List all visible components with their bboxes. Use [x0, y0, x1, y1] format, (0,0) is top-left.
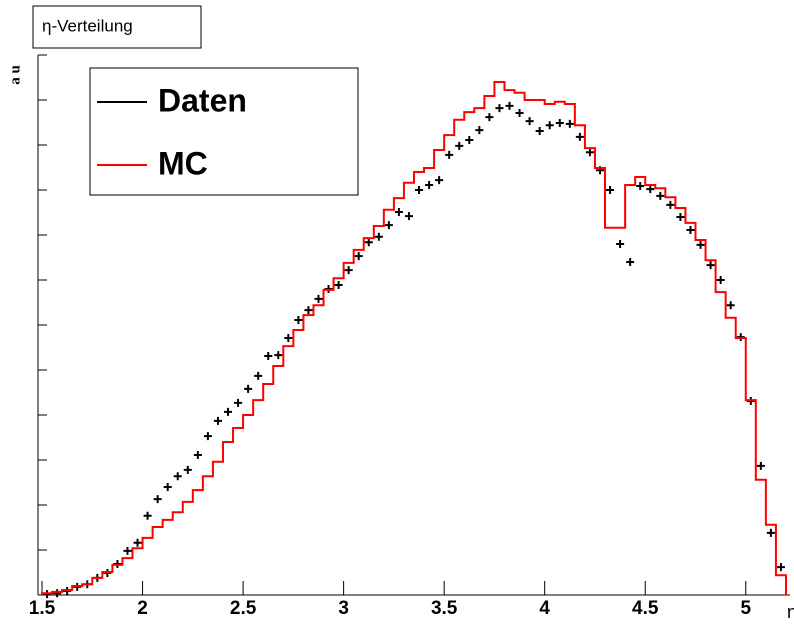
data-point: [445, 150, 454, 159]
data-point: [143, 511, 152, 520]
x-tick-label: 5: [740, 598, 751, 619]
data-point: [203, 432, 212, 441]
data-point: [213, 416, 222, 425]
chart-title: η-Verteilung: [42, 16, 133, 35]
data-point: [686, 226, 695, 235]
data-point: [183, 465, 192, 474]
data-point: [314, 294, 323, 303]
data-point: [696, 240, 705, 249]
data-point: [565, 119, 574, 128]
data-point: [776, 563, 785, 572]
legend-label: Daten: [158, 82, 247, 118]
x-tick-label: 1.5: [29, 598, 56, 619]
x-tick-label: 4: [539, 598, 550, 619]
data-point: [535, 127, 544, 136]
data-point: [294, 316, 303, 325]
data-point: [53, 589, 62, 598]
x-tick-label: 4.5: [632, 598, 659, 619]
data-point: [415, 186, 424, 194]
data-point: [666, 200, 675, 209]
data-point: [575, 132, 584, 141]
data-point: [706, 261, 715, 270]
data-point: [394, 208, 403, 217]
legend-box: [89, 67, 359, 196]
data-point: [766, 528, 775, 537]
data-point: [223, 407, 233, 416]
data-point: [274, 351, 283, 360]
data-point: [656, 191, 665, 200]
data-point: [616, 240, 625, 248]
data-point: [555, 118, 564, 127]
data-point: [354, 252, 363, 261]
data-point: [344, 266, 353, 275]
x-tick-label: 2.5: [230, 598, 257, 619]
data-point: [716, 276, 725, 284]
data-point: [475, 126, 484, 135]
x-tick-label: 3: [338, 598, 349, 619]
data-point: [234, 398, 243, 407]
data-point: [726, 301, 735, 310]
data-point: [284, 334, 293, 343]
data-point: [244, 384, 253, 393]
data-point: [455, 141, 464, 150]
data-point: [545, 121, 554, 130]
data-point: [374, 232, 383, 241]
data-point: [626, 258, 635, 266]
data-point: [334, 280, 343, 289]
data-point: [404, 212, 413, 221]
legend-label: MC: [158, 145, 208, 181]
data-point: [193, 451, 202, 460]
data-point: [525, 117, 534, 126]
data-point: [606, 186, 615, 194]
data-point: [505, 101, 514, 110]
x-axis-label: η: [787, 602, 794, 622]
data-point: [435, 176, 444, 185]
data-point: [173, 472, 182, 481]
data-point: [465, 136, 474, 145]
data-point: [636, 181, 645, 190]
data-point: [133, 538, 142, 547]
y-axis-label: a u: [7, 65, 23, 85]
data-point: [123, 546, 132, 555]
data-point: [384, 221, 393, 230]
x-tick-label: 2: [137, 598, 148, 619]
data-point: [756, 461, 765, 470]
data-point: [676, 213, 685, 221]
data-point: [264, 352, 273, 361]
data-point: [485, 113, 494, 122]
data-point: [254, 371, 263, 380]
data-point: [646, 185, 655, 194]
data-point: [495, 104, 504, 113]
data-point: [364, 238, 373, 247]
data-point: [515, 109, 524, 118]
data-point: [153, 495, 162, 504]
title-box: [32, 5, 202, 49]
data-point: [425, 181, 434, 190]
data-point: [163, 483, 172, 491]
x-tick-label: 3.5: [431, 598, 458, 619]
mc-histogram: [41, 81, 787, 595]
data-point: [585, 148, 594, 157]
data-point: [304, 306, 313, 315]
